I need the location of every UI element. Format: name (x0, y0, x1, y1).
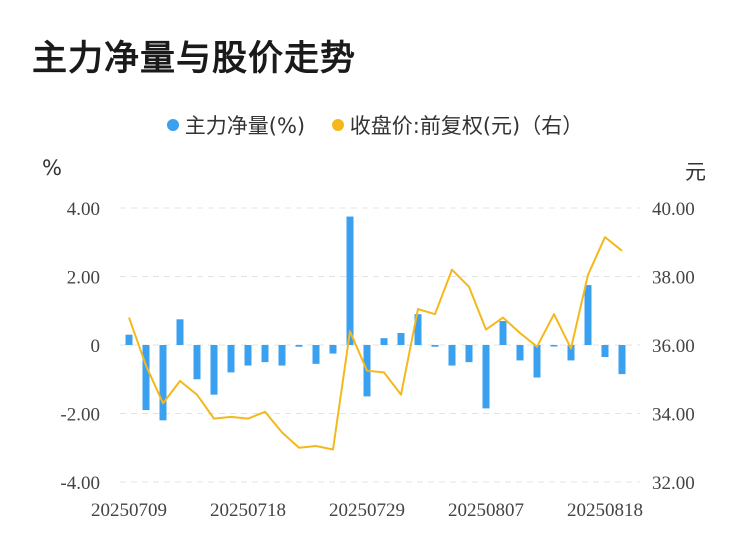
bar (176, 319, 184, 345)
y-right-tick-label: 40.00 (652, 199, 695, 220)
bar (142, 345, 150, 411)
legend-label-net: 主力净量(%) (184, 114, 306, 138)
x-tick-label: 20250718 (210, 500, 286, 521)
bar (618, 345, 626, 375)
bar (516, 345, 524, 361)
bar (278, 345, 286, 366)
bar (550, 345, 558, 347)
bar (380, 338, 388, 345)
bar (210, 345, 218, 395)
bar (465, 345, 473, 363)
bar (227, 345, 235, 373)
y-left-tick-label: 0 (91, 336, 101, 357)
bar (584, 285, 592, 345)
x-tick-label: 20250709 (91, 500, 167, 521)
y-right-tick-label: 38.00 (652, 268, 695, 289)
bar (346, 216, 354, 345)
bar (414, 314, 422, 345)
bar (533, 345, 541, 378)
legend-label-price: 收盘价:前复权(元)（右） (349, 114, 584, 138)
chart-title: 主力净量与股价走势 (32, 39, 357, 79)
y-right-tick-label: 34.00 (652, 405, 695, 426)
left-axis-unit: % (42, 156, 62, 180)
legend-dot-net (166, 119, 179, 131)
bar (397, 333, 405, 345)
x-tick-label: 20250807 (448, 500, 524, 521)
price-line (128, 236, 623, 451)
y-right-tick-label: 32.00 (652, 473, 695, 494)
x-tick-label: 20250729 (329, 500, 405, 521)
legend-item-net[interactable]: 主力净量(%) (166, 110, 306, 140)
legend: 主力净量(%) 收盘价:前复权(元)（右） (0, 110, 750, 140)
y-left-tick-label: -2.00 (60, 405, 100, 426)
bar (567, 345, 575, 361)
legend-item-price[interactable]: 收盘价:前复权(元)（右） (331, 110, 584, 140)
bar (448, 345, 456, 366)
bar (295, 345, 303, 347)
bar (431, 345, 439, 347)
bar (499, 321, 507, 345)
y-left-tick-label: -4.00 (60, 473, 100, 494)
y-left-tick-label: 2.00 (67, 268, 100, 289)
x-tick-label: 20250818 (567, 500, 643, 521)
right-axis-unit: 元 (685, 160, 706, 184)
legend-dot-price (331, 119, 344, 131)
bar (244, 345, 252, 366)
bar (312, 345, 320, 364)
bar (482, 345, 490, 409)
y-left-tick-label: 4.00 (67, 199, 100, 220)
y-right-tick-label: 36.00 (652, 336, 695, 357)
bar (125, 334, 133, 345)
bar (329, 345, 337, 354)
bar (261, 345, 269, 363)
bar (159, 345, 167, 421)
bar (601, 345, 609, 357)
bar (193, 345, 201, 380)
